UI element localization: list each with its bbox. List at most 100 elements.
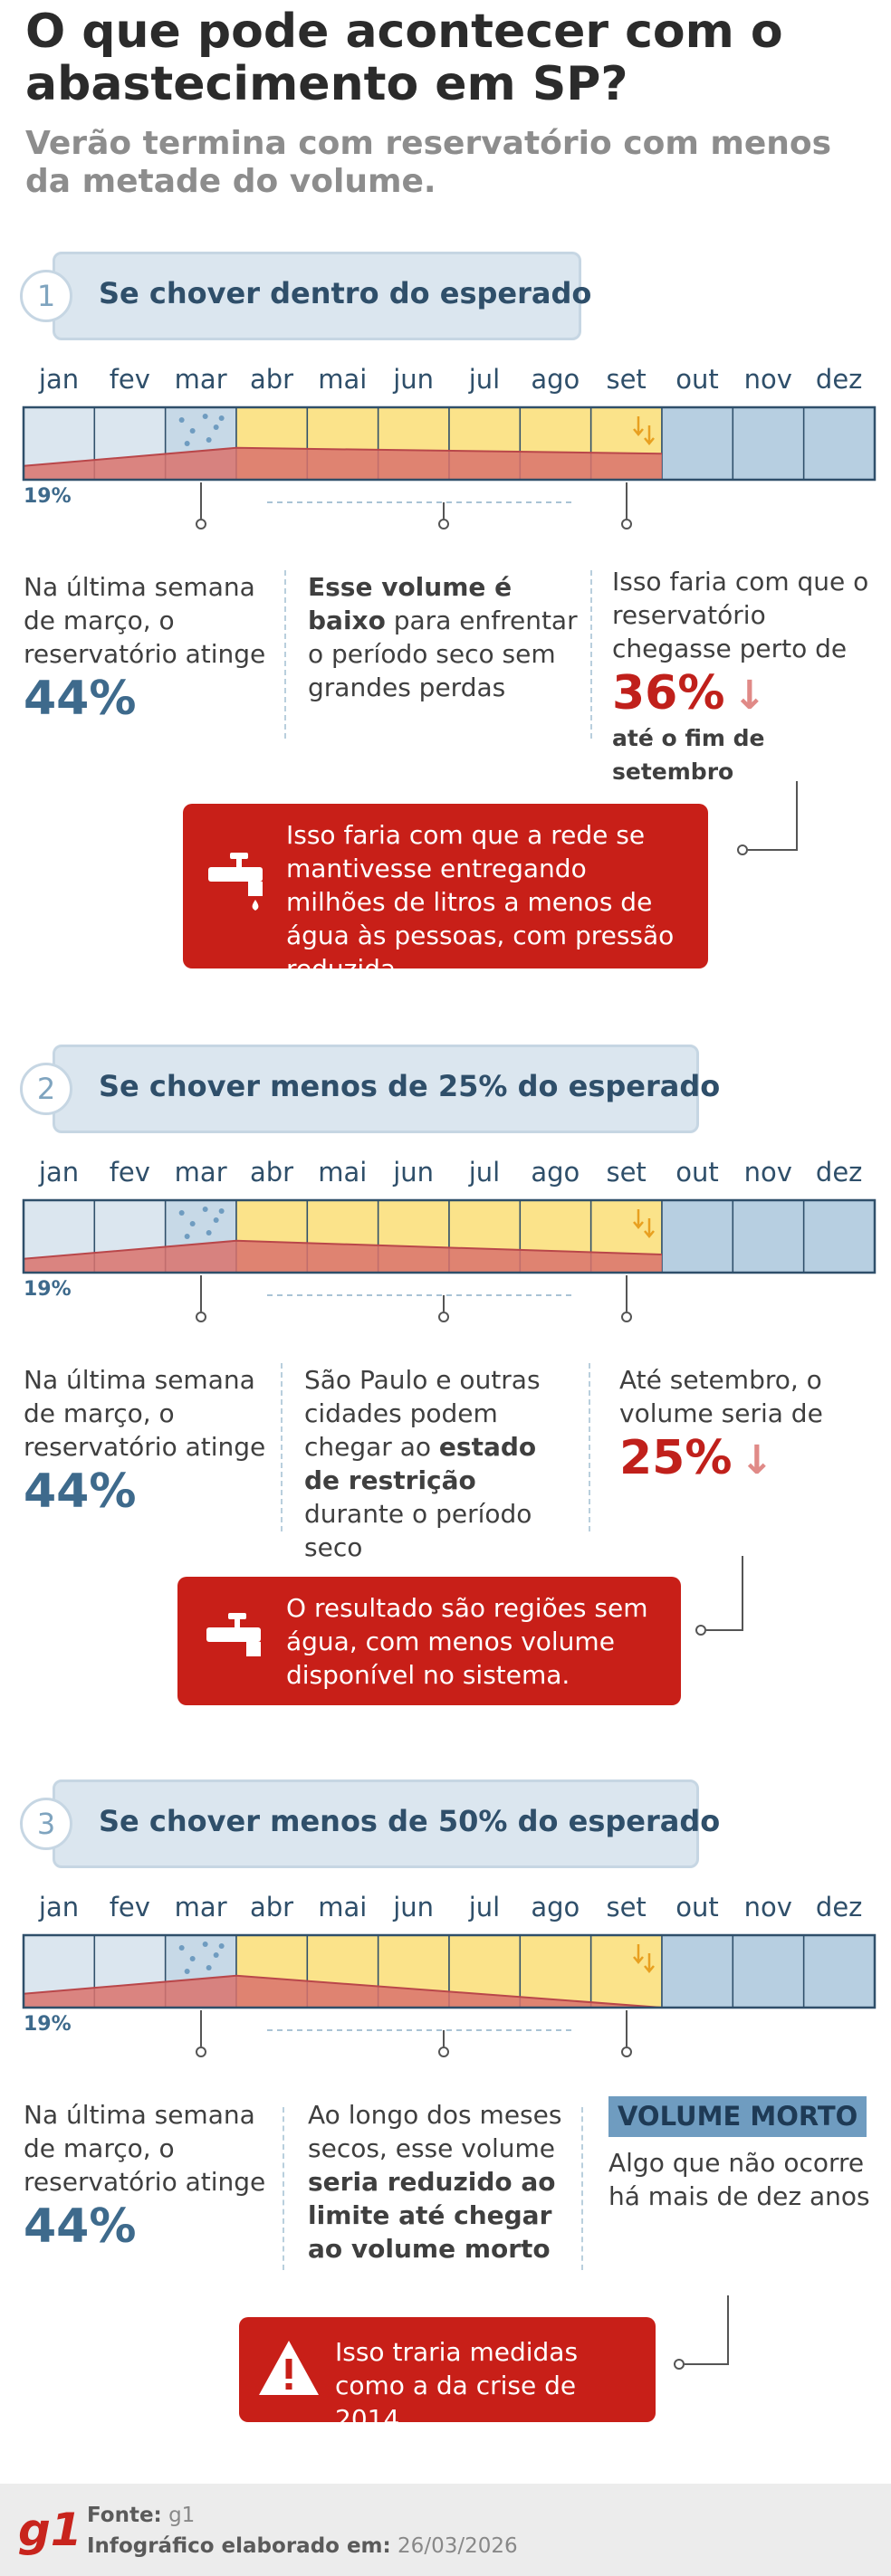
start-percent-label: 19% bbox=[24, 1278, 72, 1301]
scenario-header: Se chover menos de 25% do esperado bbox=[53, 1045, 720, 1133]
col2-bold: estado de restrição bbox=[304, 1432, 537, 1495]
chart-frame bbox=[22, 405, 877, 482]
month-cell bbox=[802, 1934, 876, 2008]
column-march: Na última semana de março, o reservatóri… bbox=[24, 1363, 277, 1520]
column-dry-season: São Paulo e outras cidades podem chegar … bbox=[304, 1363, 576, 1564]
rain-drop-icon bbox=[213, 1217, 219, 1223]
col3-value: 25% bbox=[619, 1431, 733, 1485]
rain-drop-icon bbox=[189, 428, 196, 434]
arrow-down-icon bbox=[644, 1218, 655, 1238]
rain-drop-icon bbox=[189, 1221, 196, 1226]
column-dry-season: Ao longo dos meses secos, esse volume se… bbox=[308, 2098, 570, 2266]
month-label: jul bbox=[468, 1892, 501, 1922]
column-september: Isso faria com que o reservatório chegas… bbox=[612, 565, 875, 788]
column-divider bbox=[283, 2107, 284, 2270]
month-label: jun bbox=[393, 364, 435, 395]
col1-value: 44% bbox=[24, 1465, 137, 1519]
date-value: 26/03/2026 bbox=[398, 2534, 518, 2558]
month-label: set bbox=[606, 364, 647, 395]
volume-line bbox=[23, 446, 663, 467]
month-label: out bbox=[675, 1892, 719, 1922]
month-label: out bbox=[675, 1157, 719, 1188]
month-cell bbox=[661, 406, 734, 481]
column-september: VOLUME MORTO Algo que não ocorre há mais… bbox=[608, 2096, 871, 2213]
month-label: jan bbox=[38, 364, 80, 395]
rain-drop-icon bbox=[202, 1207, 208, 1212]
month-label: dez bbox=[815, 364, 863, 395]
col2-bold: seria reduzido ao limite até chegar ao v… bbox=[308, 2167, 556, 2264]
month-label: nov bbox=[743, 1157, 792, 1188]
col3-text: Algo que não ocorre há mais de dez anos bbox=[608, 2148, 870, 2211]
rain-drop-icon bbox=[178, 1945, 185, 1951]
scenario-heading: Se chover menos de 25% do esperado bbox=[99, 1069, 721, 1103]
volume-area bbox=[24, 447, 662, 480]
col2-pre: São Paulo e outras cidades podem chegar … bbox=[304, 1365, 541, 1462]
rain-drop-icon bbox=[218, 1208, 225, 1214]
column-divider bbox=[590, 570, 592, 739]
arrow-down-icon bbox=[644, 425, 655, 445]
rain-drop-icon bbox=[202, 414, 208, 419]
month-cell bbox=[519, 1934, 592, 2008]
month-label: ago bbox=[531, 1892, 580, 1922]
month-label: jul bbox=[468, 1157, 501, 1188]
rain-drop-icon bbox=[218, 415, 225, 421]
month-label: ago bbox=[531, 364, 580, 395]
month-label: dez bbox=[815, 1157, 863, 1188]
column-march: Na última semana de março, o reservatóri… bbox=[24, 2098, 277, 2255]
month-label: jan bbox=[38, 1892, 80, 1922]
water-tap-icon bbox=[208, 853, 263, 911]
month-label: mar bbox=[174, 364, 227, 395]
arrow-down-icon bbox=[633, 416, 644, 436]
callout-connector bbox=[737, 781, 798, 855]
month-label: jul bbox=[468, 364, 501, 395]
rain-drop-icon bbox=[189, 1956, 196, 1961]
scenario-header: Se chover menos de 50% do esperado bbox=[53, 1779, 720, 1868]
scenario-header: Se chover dentro do esperado bbox=[53, 252, 591, 340]
timeline-connectors bbox=[196, 2010, 632, 2057]
month-label: nov bbox=[743, 1892, 792, 1922]
month-label: mai bbox=[318, 1892, 368, 1922]
month-label: abr bbox=[249, 1892, 294, 1922]
month-label: abr bbox=[249, 364, 294, 395]
volume-chart bbox=[22, 405, 877, 482]
month-label: jun bbox=[393, 1157, 435, 1188]
column-divider bbox=[589, 1363, 590, 1531]
arrow-down-icon bbox=[633, 1944, 644, 1964]
date-label: Infográfico elaborado em: bbox=[87, 2534, 391, 2558]
month-label: fev bbox=[109, 1892, 150, 1922]
volume-chart bbox=[22, 1198, 877, 1274]
volume-line bbox=[23, 1974, 663, 2008]
arrow-down-icon bbox=[644, 1953, 655, 1973]
scenario-number: 2 bbox=[20, 1063, 72, 1115]
col3-suffix: até o fim de setembro bbox=[612, 725, 765, 785]
alert-callout: Isso faria com que a rede se mantivesse … bbox=[183, 804, 708, 984]
col3-value: 36% bbox=[612, 666, 725, 720]
rain-drop-icon bbox=[218, 1943, 225, 1949]
rain-drop-icon bbox=[202, 1942, 208, 1947]
col1-text: Na última semana de março, o reservatóri… bbox=[24, 2100, 266, 2197]
timeline-connectors bbox=[196, 482, 632, 530]
column-divider bbox=[581, 2107, 583, 2270]
rain-drop-icon bbox=[178, 417, 185, 423]
month-label: abr bbox=[249, 1157, 294, 1188]
column-divider bbox=[281, 1363, 283, 1531]
alert-callout: Isso traria medidas como a da crise de 2… bbox=[239, 2317, 656, 2434]
scenario-heading: Se chover menos de 50% do esperado bbox=[99, 1804, 721, 1838]
month-label: jun bbox=[393, 1892, 435, 1922]
month-cell bbox=[802, 1199, 876, 1274]
arrow-down-icon: ↓ bbox=[733, 673, 767, 719]
rain-drop-icon bbox=[206, 1965, 212, 1970]
source-label: Fonte: bbox=[87, 2504, 162, 2527]
date-line: Infográfico elaborado em: 26/03/2026 bbox=[87, 2534, 518, 2558]
month-label: ago bbox=[531, 1157, 580, 1188]
volume-area bbox=[24, 1975, 662, 2008]
volume-morto-badge: VOLUME MORTO bbox=[608, 2096, 867, 2137]
month-label: fev bbox=[109, 1157, 150, 1188]
col1-text: Na última semana de março, o reservatóri… bbox=[24, 572, 266, 669]
g1-logo: g1 bbox=[18, 2504, 82, 2556]
month-label: dez bbox=[815, 1892, 863, 1922]
page-title: O que pode acontecer com o abastecimento… bbox=[25, 5, 783, 111]
col2-text: para enfrentar o período seco sem grande… bbox=[308, 606, 578, 702]
month-label: out bbox=[675, 364, 719, 395]
month-label: set bbox=[606, 1892, 647, 1922]
